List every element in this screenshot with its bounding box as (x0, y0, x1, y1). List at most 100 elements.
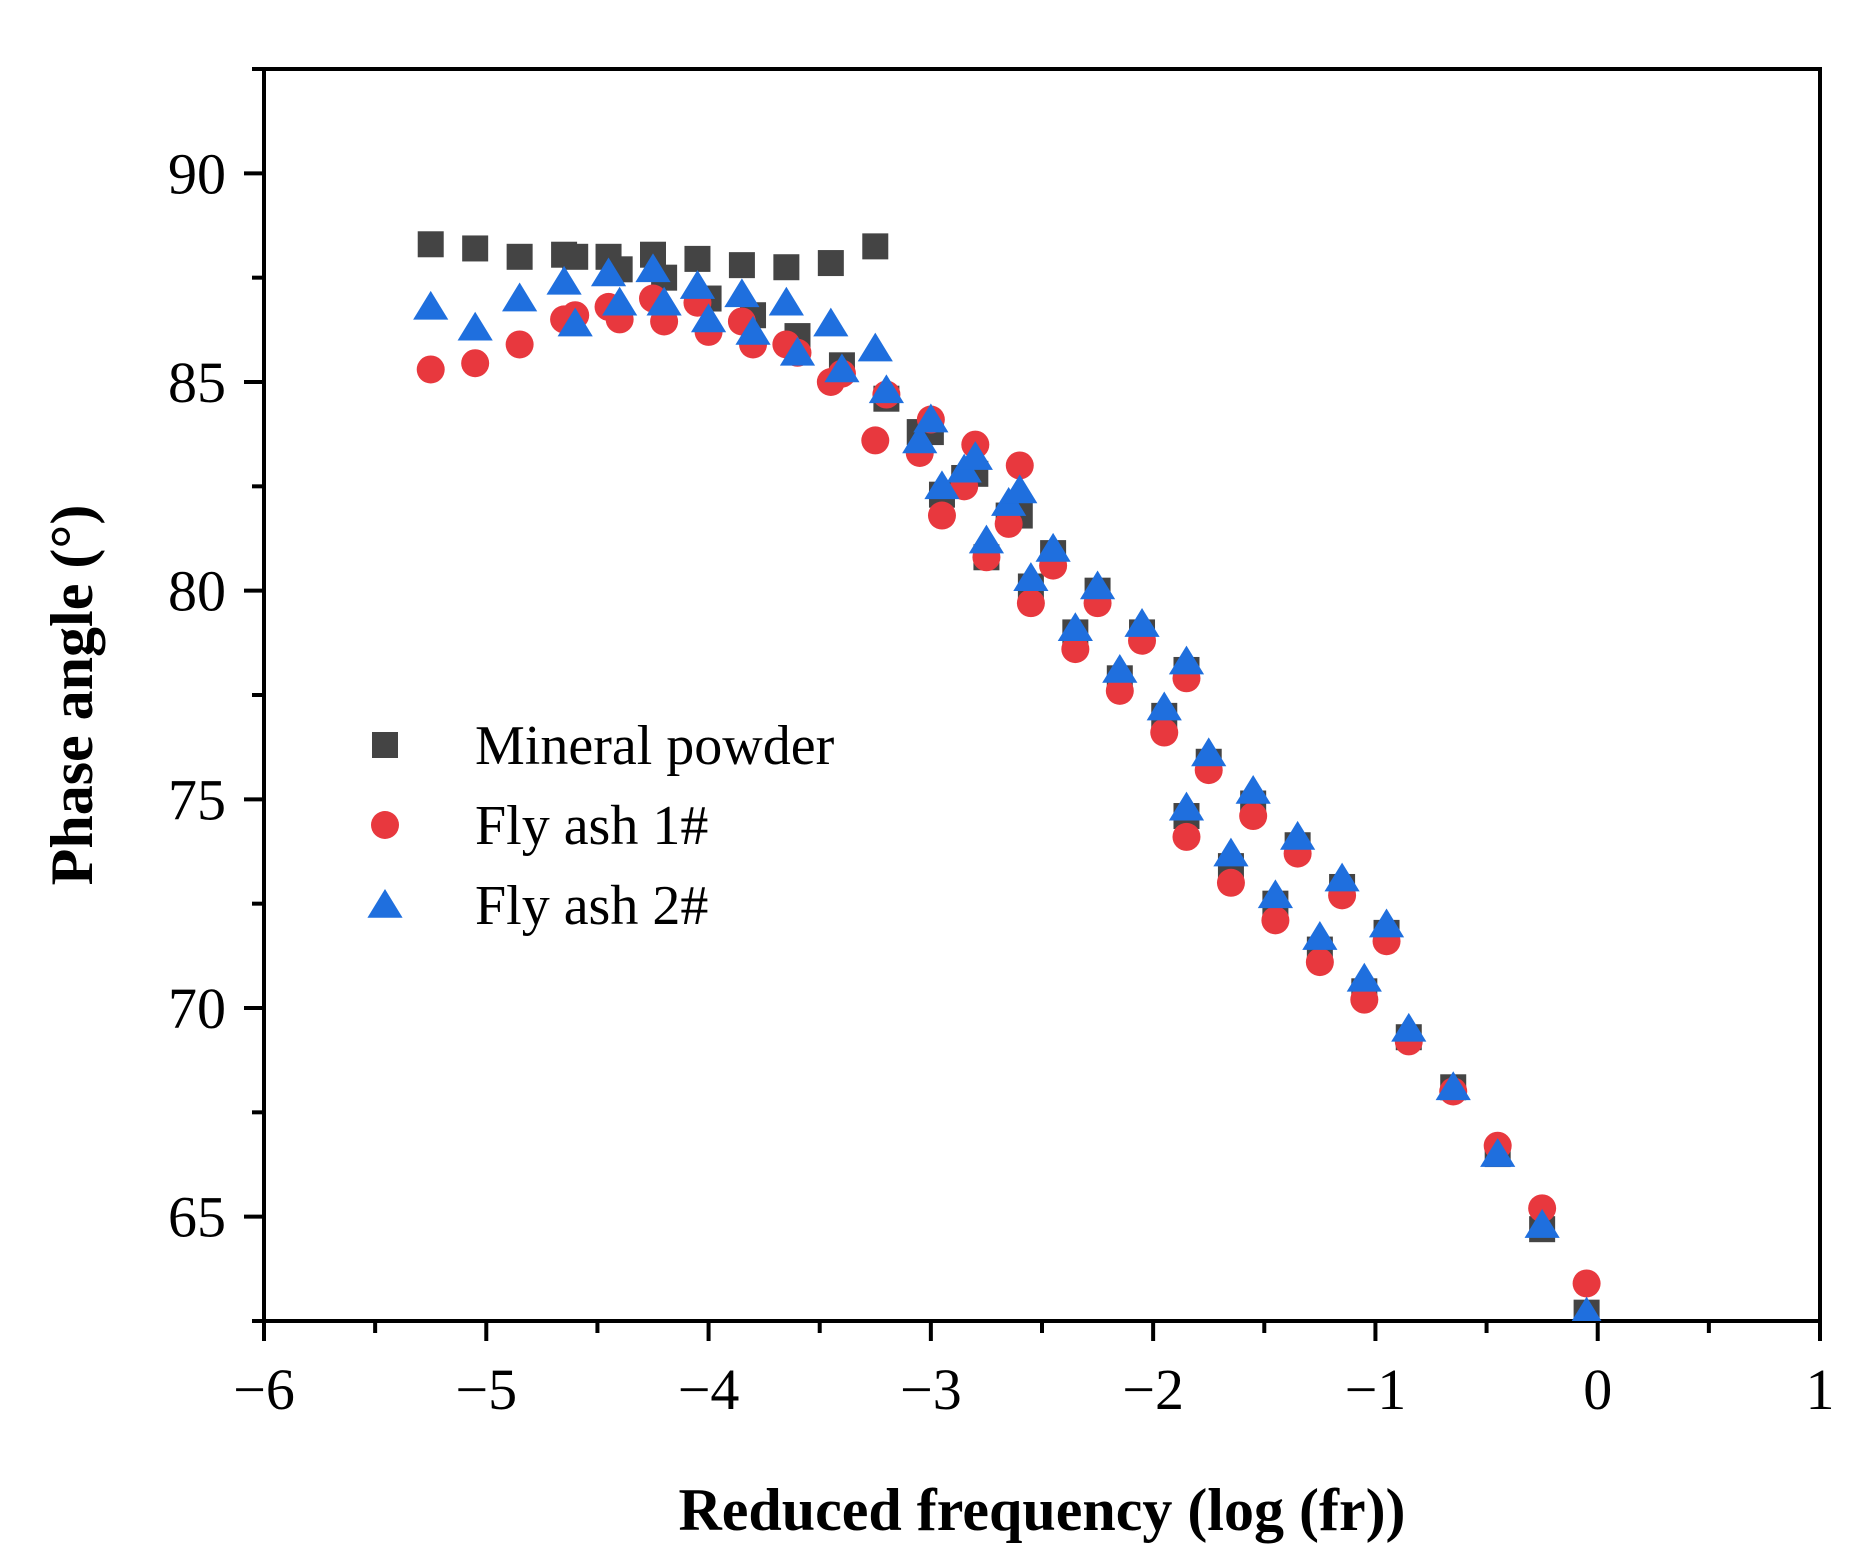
data-point (1057, 612, 1093, 642)
data-point (773, 254, 800, 281)
data-point (868, 374, 904, 404)
data-point (861, 426, 890, 455)
data-point (690, 303, 727, 333)
data-point (1346, 962, 1382, 992)
data-point (1105, 676, 1134, 705)
legend-label: Fly ash 1# (475, 795, 708, 857)
data-point (1124, 608, 1160, 637)
data-point (994, 509, 1023, 538)
series-circle (416, 284, 1601, 1298)
data-point (1350, 985, 1379, 1014)
data-point (1150, 718, 1179, 747)
data-point (1572, 1269, 1601, 1298)
data-point (902, 424, 938, 454)
data-point (461, 349, 490, 378)
data-point (646, 286, 682, 316)
data-point (679, 270, 716, 299)
legend-label: Mineral powder (475, 715, 835, 777)
data-point (1435, 1071, 1471, 1101)
data-point (1213, 837, 1249, 867)
data-point (1305, 948, 1334, 977)
data-point (1239, 802, 1268, 831)
data-point (1061, 635, 1090, 664)
data-point (546, 265, 582, 295)
data-point (505, 330, 534, 359)
data-point (735, 315, 771, 345)
legend: Mineral powder Fly ash 1# Fly ash 2# (367, 715, 835, 937)
series-triangle (413, 253, 1602, 1321)
y-tick-label: 65 (168, 1185, 226, 1250)
data-point (1216, 868, 1245, 897)
data-point (1013, 562, 1049, 591)
data-point (557, 307, 593, 337)
y-tick-label: 85 (168, 350, 226, 415)
data-point (684, 245, 711, 272)
x-tick-label: −3 (900, 1357, 962, 1422)
data-point (1571, 1296, 1602, 1321)
series-square (417, 231, 1600, 1321)
data-point (1146, 691, 1182, 721)
data-point (968, 524, 1005, 554)
data-point (728, 252, 755, 279)
x-tick-label: −4 (678, 1357, 740, 1422)
data-point (1280, 820, 1316, 850)
data-point (1005, 451, 1034, 480)
data-point (1324, 862, 1360, 892)
data-point (957, 441, 993, 470)
data-point (417, 231, 444, 258)
legend-label: Fly ash 2# (475, 875, 708, 937)
x-tick-label: −2 (1122, 1357, 1184, 1422)
data-point (602, 286, 638, 316)
data-point (1079, 570, 1116, 600)
data-point (817, 250, 844, 277)
x-tick-label: −5 (455, 1357, 517, 1422)
data-point (1035, 532, 1071, 562)
y-tick-label: 80 (168, 559, 226, 624)
data-point (1368, 908, 1405, 938)
x-tick-label: 0 (1583, 1357, 1612, 1422)
plot-frame (262, 67, 1822, 1323)
data-point (416, 355, 445, 384)
x-tick-label: −6 (233, 1357, 295, 1422)
data-point (1480, 1138, 1516, 1167)
data-point (506, 243, 533, 270)
data-point (590, 257, 627, 287)
y-tick-label: 90 (168, 141, 226, 206)
y-tick-label: 70 (168, 976, 226, 1041)
y-tick-label: 75 (168, 767, 226, 832)
data-point (1528, 1194, 1557, 1223)
data-point (862, 233, 889, 260)
data-point (913, 403, 949, 433)
data-point (1191, 737, 1227, 767)
data-point (1002, 474, 1038, 504)
data-point (1302, 921, 1338, 950)
data-point (462, 235, 489, 262)
data-point (813, 307, 849, 337)
data-point (1261, 906, 1290, 935)
data-point (1016, 589, 1045, 618)
data-point (824, 353, 860, 383)
y-axis: 65 70 75 80 85 90 (168, 67, 264, 1323)
data-point (1235, 774, 1271, 804)
data-point (857, 332, 893, 362)
legend-marker-square (372, 732, 398, 758)
data-point (768, 286, 804, 316)
data-point (457, 311, 493, 341)
data-point (724, 278, 760, 308)
data-point (413, 290, 449, 320)
data-points (413, 231, 1602, 1321)
data-point (1168, 791, 1205, 821)
y-axis-title: Phase angle (°) (39, 505, 105, 886)
data-point (1257, 879, 1293, 909)
x-axis-title: Reduced frequency (log (fr)) (678, 1477, 1405, 1543)
data-point (927, 501, 956, 530)
data-point (1168, 645, 1205, 675)
data-point (1102, 653, 1138, 683)
data-point (779, 336, 816, 366)
data-point (502, 282, 538, 312)
data-point (924, 470, 960, 500)
legend-marker-triangle (367, 889, 403, 918)
data-point (1172, 822, 1201, 851)
